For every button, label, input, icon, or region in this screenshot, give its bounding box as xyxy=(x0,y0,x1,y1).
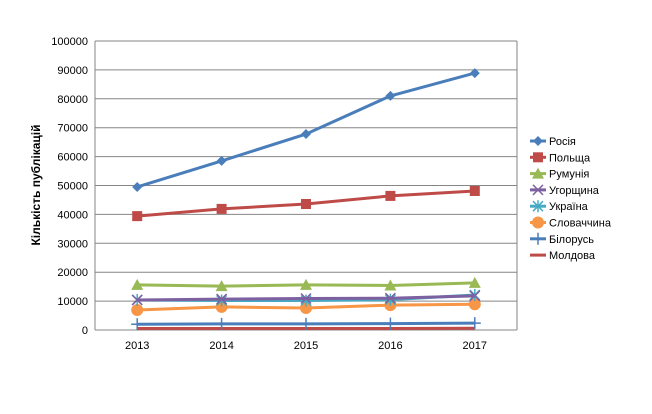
y-tick-label: 50000 xyxy=(57,181,88,193)
legend-item: Угорщина xyxy=(530,185,600,197)
data-point xyxy=(385,91,395,101)
data-point xyxy=(301,199,311,209)
legend-item: Росія xyxy=(530,136,576,148)
y-tick-label: 80000 xyxy=(57,94,88,106)
legend-item: Словаччина xyxy=(530,217,612,230)
series-group xyxy=(131,68,481,330)
legend-label: Білорусь xyxy=(549,234,594,246)
y-tick-label: 10000 xyxy=(57,296,88,308)
data-point xyxy=(217,156,227,166)
x-tick-label: 2013 xyxy=(125,340,149,352)
legend: Росія Польща Румунія Угорщина Україна Словачч… xyxy=(530,136,612,262)
x-tick-label: 2016 xyxy=(378,340,402,352)
legend-label: Польща xyxy=(549,152,591,164)
legend-item: Україна xyxy=(530,200,589,213)
x-tick-label: 2017 xyxy=(463,340,487,352)
data-point xyxy=(217,204,227,214)
series-Румунія xyxy=(131,277,481,291)
legend-item: Польща xyxy=(530,152,591,164)
x-tick-label: 2014 xyxy=(209,340,233,352)
legend-label: Румунія xyxy=(549,169,589,181)
y-tick-label: 100000 xyxy=(51,36,88,48)
data-point xyxy=(132,211,142,221)
x-axis-ticks: 2013 2014 2015 2016 2017 xyxy=(125,340,487,352)
legend-item: Молдова xyxy=(530,250,596,262)
y-tick-label: 40000 xyxy=(57,209,88,221)
data-point xyxy=(385,191,395,201)
x-tick-label: 2015 xyxy=(294,340,318,352)
data-point xyxy=(470,186,480,196)
y-tick-label: 70000 xyxy=(57,123,88,135)
y-axis-label: Кількість публікацій xyxy=(29,124,43,245)
y-tick-label: 20000 xyxy=(57,267,88,279)
legend-label: Словаччина xyxy=(549,218,612,230)
legend-item: Румунія xyxy=(530,168,589,181)
legend-label: Молдова xyxy=(549,250,596,262)
series-Росія xyxy=(132,68,480,192)
legend-label: Угорщина xyxy=(549,185,600,197)
data-point xyxy=(132,182,142,192)
legend-marker xyxy=(533,136,543,146)
legend-marker xyxy=(533,152,543,162)
y-tick-label: 90000 xyxy=(57,65,88,77)
legend-item: Білорусь xyxy=(530,233,594,246)
y-tick-label: 60000 xyxy=(57,152,88,164)
y-tick-label: 30000 xyxy=(57,238,88,250)
legend-marker xyxy=(532,233,544,245)
legend-marker xyxy=(532,217,544,229)
data-point xyxy=(301,129,311,139)
y-axis-ticks: 0 10000 20000 30000 40000 50000 60000 70000 8000… xyxy=(51,36,88,337)
legend-label: Україна xyxy=(549,201,589,213)
legend-label: Росія xyxy=(549,136,576,148)
series-Польща xyxy=(132,186,480,221)
y-tick-label: 0 xyxy=(82,325,88,337)
